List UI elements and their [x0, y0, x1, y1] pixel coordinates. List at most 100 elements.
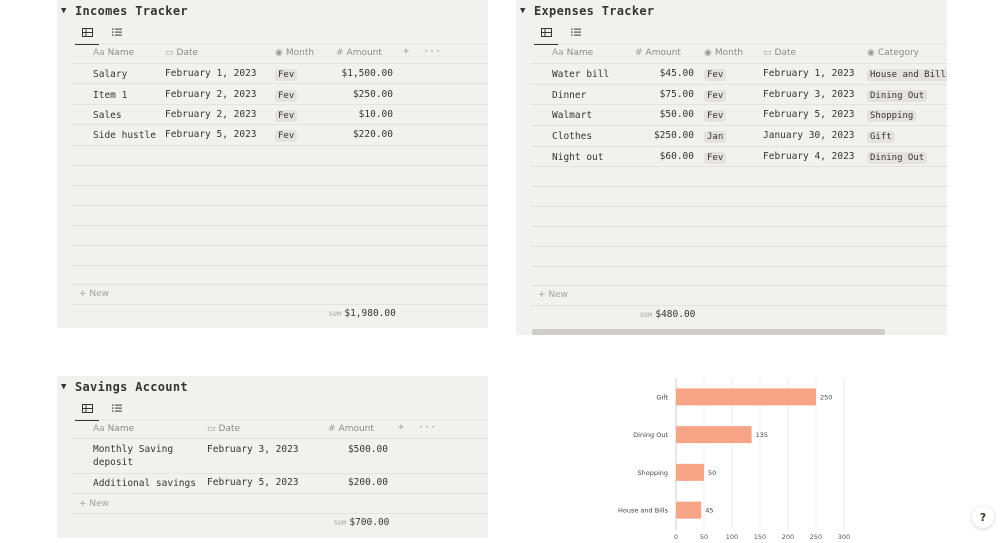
list-view-tab[interactable] [107, 398, 127, 418]
text-property-icon: Aa [552, 48, 564, 58]
chart-bar [676, 501, 702, 519]
expense-row-amount[interactable]: $60.00 [659, 151, 694, 162]
column-header-category[interactable]: ◉ Category [867, 48, 919, 58]
horizontal-scrollbar[interactable] [532, 329, 885, 335]
text-property-icon: Aa [93, 48, 105, 58]
add-new-row-button[interactable]: + New [79, 499, 110, 509]
list-icon [571, 28, 581, 36]
month-tag[interactable]: Fev [704, 69, 727, 81]
expense-row-amount[interactable]: $45.00 [659, 68, 694, 79]
expense-row-date[interactable]: February 4, 2023 [763, 151, 855, 162]
list-view-tab[interactable] [107, 22, 127, 42]
savings-row-date[interactable]: February 3, 2023 [207, 444, 299, 455]
add-new-row-button[interactable]: + New [538, 290, 569, 300]
income-row-amount[interactable]: $1,500.00 [341, 68, 393, 79]
expense-row-date[interactable]: February 5, 2023 [763, 109, 855, 120]
income-row-name[interactable]: Salary [93, 69, 128, 80]
expense-row-amount[interactable]: $50.00 [659, 109, 694, 120]
income-row-date[interactable]: February 2, 2023 [165, 89, 257, 100]
collapse-toggle-icon[interactable]: ▼ [61, 6, 67, 16]
calendar-icon: ▭ [165, 48, 174, 58]
collapse-toggle-icon[interactable]: ▼ [520, 6, 526, 16]
incomes-title: Incomes Tracker [75, 4, 188, 18]
savings-row-date[interactable]: February 5, 2023 [207, 477, 299, 488]
income-row-amount[interactable]: $220.00 [352, 129, 393, 140]
sum-footer[interactable]: SUM $480.00 [640, 309, 696, 320]
expense-row-name[interactable]: Water bill [552, 69, 610, 80]
list-view-tab[interactable] [566, 22, 586, 42]
chart-x-tick-label: 100 [726, 533, 738, 541]
category-tag[interactable]: Gift [867, 131, 895, 143]
month-tag[interactable]: Fev [275, 90, 298, 102]
sum-footer[interactable]: SUM $700.00 [334, 517, 390, 528]
income-row-name[interactable]: Side hustle [93, 130, 156, 141]
savings-row-name-continued[interactable]: deposit [93, 457, 134, 468]
column-header-date[interactable]: ▭ Date [763, 48, 797, 58]
income-row-amount[interactable]: $250.00 [352, 89, 393, 100]
expense-row-date[interactable]: February 3, 2023 [763, 89, 855, 100]
month-tag[interactable]: Fev [275, 130, 298, 142]
incomes-tracker-panel: ▼ Incomes Tracker Aa Name ▭ Date ◉ Month # A… [57, 0, 488, 328]
column-header-date[interactable]: ▭ Date [207, 424, 241, 434]
category-tag[interactable]: Dining Out [867, 90, 928, 102]
expense-row-amount[interactable]: $250.00 [653, 130, 694, 141]
column-header-name[interactable]: Aa Name [93, 48, 135, 58]
add-new-row-button[interactable]: + New [79, 289, 110, 299]
savings-row-name[interactable]: Monthly Saving [93, 444, 174, 455]
income-row-name[interactable]: Item 1 [93, 90, 128, 101]
savings-row-amount[interactable]: $200.00 [347, 477, 388, 488]
month-tag[interactable]: Fev [704, 90, 727, 102]
month-tag[interactable]: Fev [704, 110, 727, 122]
savings-row-name[interactable]: Additional savings [93, 478, 196, 489]
expense-row-name[interactable]: Night out [552, 152, 604, 163]
savings-account-panel: ▼ Savings Account Aa Name ▭ Date # Amount +… [57, 376, 488, 538]
column-header-name[interactable]: Aa Name [93, 424, 135, 434]
add-property-icon[interactable]: + [398, 422, 405, 433]
chart-category-label: Dining Out [633, 431, 668, 439]
expense-row-date[interactable]: February 1, 2023 [763, 68, 855, 79]
select-property-icon: ◉ [275, 48, 283, 58]
collapse-toggle-icon[interactable]: ▼ [61, 382, 67, 392]
table-view-tab[interactable] [75, 22, 99, 45]
expenses-by-category-chart: 0 50 100 150 200 250 300 Gift 250 Dining Out 135 Sh… [618, 378, 850, 541]
column-header-amount[interactable]: # Amount [336, 48, 382, 58]
more-options-icon[interactable]: ··· [418, 422, 437, 433]
expense-row-name[interactable]: Walmart [552, 110, 593, 121]
chart-x-tick-label: 150 [754, 533, 766, 541]
category-tag[interactable]: House and Bills [867, 69, 947, 81]
income-row-amount[interactable]: $10.00 [358, 109, 393, 120]
help-button[interactable]: ? [972, 506, 994, 528]
month-tag[interactable]: Fev [275, 69, 298, 81]
list-icon [112, 404, 122, 412]
add-property-icon[interactable]: + [403, 46, 410, 57]
column-header-amount[interactable]: # Amount [635, 48, 681, 58]
income-row-date[interactable]: February 1, 2023 [165, 68, 257, 79]
table-icon [81, 27, 93, 37]
month-tag[interactable]: Fev [275, 110, 298, 122]
income-row-date[interactable]: February 5, 2023 [165, 129, 257, 140]
income-row-date[interactable]: February 2, 2023 [165, 109, 257, 120]
month-tag[interactable]: Jan [704, 131, 727, 143]
month-tag[interactable]: Fev [704, 152, 727, 164]
column-header-amount[interactable]: # Amount [328, 424, 374, 434]
more-options-icon[interactable]: ··· [423, 46, 442, 57]
table-view-tab[interactable] [534, 22, 558, 45]
income-row-name[interactable]: Sales [93, 110, 122, 121]
table-view-tab[interactable] [75, 398, 99, 421]
category-tag[interactable]: Shopping [867, 110, 917, 122]
sum-footer[interactable]: SUM $1,980.00 [329, 308, 396, 319]
chart-data-label: 50 [708, 469, 716, 477]
expense-row-name[interactable]: Clothes [552, 131, 593, 142]
column-header-date[interactable]: ▭ Date [165, 48, 199, 58]
chart-x-tick-label: 250 [810, 533, 822, 541]
table-icon [81, 403, 93, 413]
column-header-month[interactable]: ◉ Month [704, 48, 744, 58]
expense-row-date[interactable]: January 30, 2023 [763, 130, 855, 141]
category-tag[interactable]: Dining Out [867, 152, 928, 164]
chart-bar [676, 388, 816, 406]
savings-row-amount[interactable]: $500.00 [347, 444, 388, 455]
column-header-month[interactable]: ◉ Month [275, 48, 315, 58]
expense-row-name[interactable]: Dinner [552, 90, 587, 101]
column-header-name[interactable]: Aa Name [552, 48, 594, 58]
expense-row-amount[interactable]: $75.00 [659, 89, 694, 100]
